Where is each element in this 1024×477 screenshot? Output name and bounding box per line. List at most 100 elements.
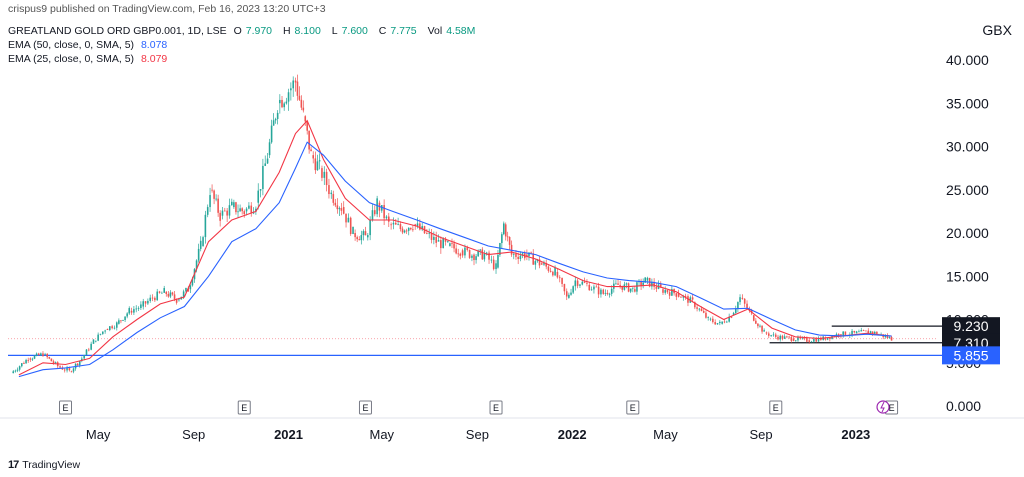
candle-body — [499, 243, 501, 255]
currency-label: GBX — [982, 22, 1012, 38]
candle-body — [801, 337, 804, 339]
candle-body — [385, 216, 388, 219]
candle-body — [137, 307, 140, 309]
candle-body — [876, 331, 878, 335]
footer-brand[interactable]: 17 TradingView — [8, 459, 80, 471]
candle-body — [197, 248, 200, 261]
candle-body — [310, 149, 312, 152]
y-tick-label: 0.000 — [946, 398, 981, 414]
candle-body — [421, 226, 424, 230]
candle-body — [63, 369, 66, 371]
candle-body — [666, 290, 669, 293]
candle-body — [20, 363, 23, 367]
candle-body — [705, 312, 707, 318]
candle-body — [723, 321, 726, 323]
candle-body — [662, 289, 664, 293]
candle-body — [865, 330, 867, 332]
candle-body — [549, 270, 552, 272]
candle-body — [653, 281, 655, 287]
x-tick-label: 2021 — [274, 427, 303, 442]
candle-body — [765, 332, 768, 334]
ema25-value: 8.079 — [140, 53, 168, 65]
candle-body — [175, 298, 178, 303]
candle-body — [455, 248, 457, 254]
candle-body — [428, 232, 430, 234]
ema50-legend[interactable]: EMA (50, close, 0, SMA, 5) 8.078 — [8, 39, 171, 51]
candle-body — [412, 229, 414, 231]
candle-body — [173, 294, 176, 299]
ema25-label: EMA (25, close, 0, SMA, 5) — [8, 53, 135, 65]
candle-body — [33, 355, 36, 359]
candle-body — [376, 198, 378, 215]
candle-body — [314, 158, 317, 171]
candle-body — [461, 250, 464, 256]
candle-body — [124, 316, 126, 321]
candle-body — [122, 320, 124, 321]
x-tick-label: Sep — [182, 427, 205, 442]
candle-body — [646, 277, 649, 281]
candle-body — [281, 99, 283, 108]
candle-body — [508, 236, 511, 245]
candle-body — [257, 190, 260, 203]
candle-body — [81, 358, 83, 361]
candle-body — [534, 261, 537, 265]
candle-body — [842, 331, 844, 337]
candle-body — [761, 325, 763, 332]
candle-body — [352, 226, 354, 234]
candle-body — [109, 326, 111, 331]
candle-body — [362, 231, 365, 236]
candle-body — [304, 116, 307, 122]
ema25-legend[interactable]: EMA (25, close, 0, SMA, 5) 8.079 — [8, 53, 171, 65]
candle-body — [268, 142, 271, 156]
x-tick-label: May — [370, 427, 395, 442]
candle-body — [364, 231, 367, 236]
candle-body — [826, 337, 829, 340]
candle-body — [405, 230, 408, 232]
symbol-title[interactable]: GREATLAND GOLD ORD GBP0.001, 1D, LSE — [8, 25, 227, 37]
low-label: L — [331, 25, 338, 37]
candle-body — [464, 247, 466, 256]
level-price-box — [942, 317, 1000, 336]
candle-body — [483, 253, 486, 260]
candle-body — [239, 208, 241, 212]
candle-body — [16, 369, 19, 371]
symbol-legend: GREATLAND GOLD ORD GBP0.001, 1D, LSE O 7.… — [8, 25, 483, 37]
candle-body — [161, 292, 163, 294]
candle-body — [813, 338, 815, 342]
candle-body — [621, 285, 624, 290]
ohlc-close: C 7.775 — [379, 25, 421, 37]
candle-body — [211, 189, 213, 191]
candle-body — [14, 370, 17, 372]
candle-body — [118, 320, 120, 324]
candle-body — [336, 205, 339, 210]
candle-body — [746, 303, 748, 309]
candle-body — [671, 288, 673, 296]
close-label: C — [378, 25, 387, 37]
candle-body — [128, 308, 131, 314]
candle-body — [608, 293, 611, 295]
candle-body — [858, 331, 860, 333]
candle-body — [403, 230, 406, 233]
level-price-label: 5.855 — [953, 347, 988, 363]
candle-body — [206, 207, 209, 215]
candle-body — [360, 235, 363, 241]
candle-body — [135, 308, 138, 310]
candle-body — [99, 333, 102, 335]
candle-body — [371, 210, 374, 221]
candle-body — [680, 296, 682, 298]
candle-body — [407, 227, 410, 231]
candle-body — [154, 297, 156, 301]
candle-body — [595, 286, 598, 288]
candle-body — [248, 205, 250, 209]
candle-body — [568, 294, 570, 298]
ohlc-high: H 8.100 — [283, 25, 325, 37]
candle-body — [328, 185, 330, 195]
candle-body — [888, 337, 891, 339]
candle-body — [471, 255, 473, 258]
candle-body — [191, 279, 194, 286]
candle-body — [300, 99, 303, 108]
candle-body — [294, 80, 297, 83]
